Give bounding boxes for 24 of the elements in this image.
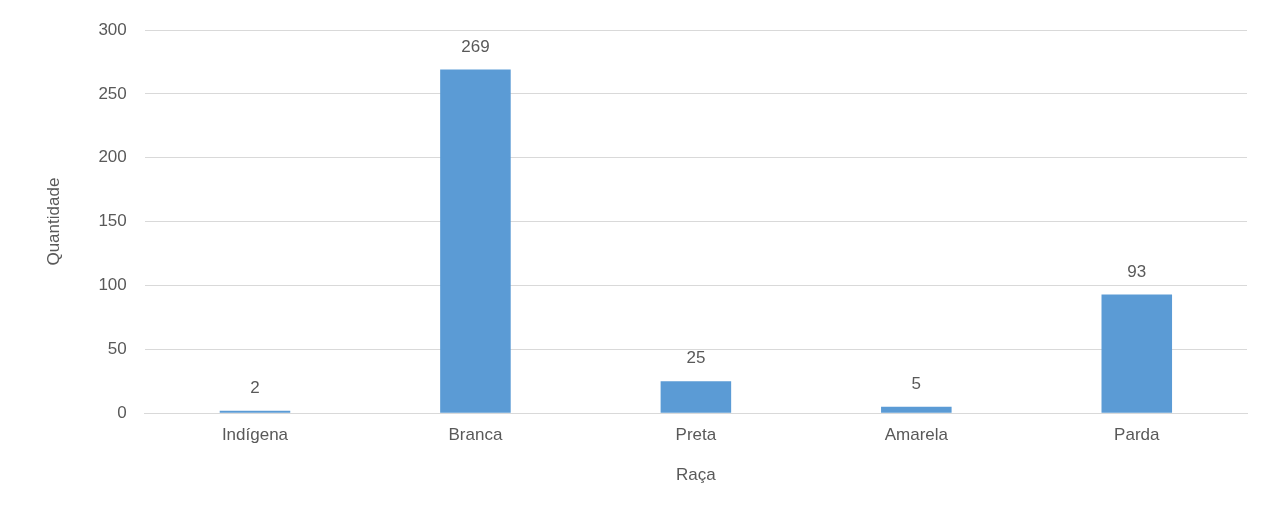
bar [881,406,952,413]
y-axis-title: Quantidade [43,177,63,266]
y-tick-label: 250 [98,83,127,103]
x-tick-label: Branca [448,425,503,445]
data-label: 93 [1127,261,1147,281]
data-label: 2 [250,377,260,397]
y-tick-label: 150 [98,211,127,231]
bar [440,69,511,413]
x-tick-label: Preta [675,425,717,445]
data-label: 5 [911,374,922,393]
y-tick-label: 50 [107,339,127,359]
x-tick-label: Indígena [221,425,289,445]
x-tick-label: Parda [1114,425,1160,445]
bar [660,381,732,413]
y-tick-label: 200 [98,147,127,167]
x-axis-title: Raça [676,465,717,485]
bar [1101,294,1173,413]
y-tick-label: 300 [98,19,127,39]
bar [219,410,291,413]
x-tick-label: Amarela [884,425,949,445]
y-tick-label: 0 [117,402,127,422]
y-tick-label: 100 [98,275,127,295]
data-label: 25 [686,348,706,368]
data-label: 269 [461,36,490,56]
